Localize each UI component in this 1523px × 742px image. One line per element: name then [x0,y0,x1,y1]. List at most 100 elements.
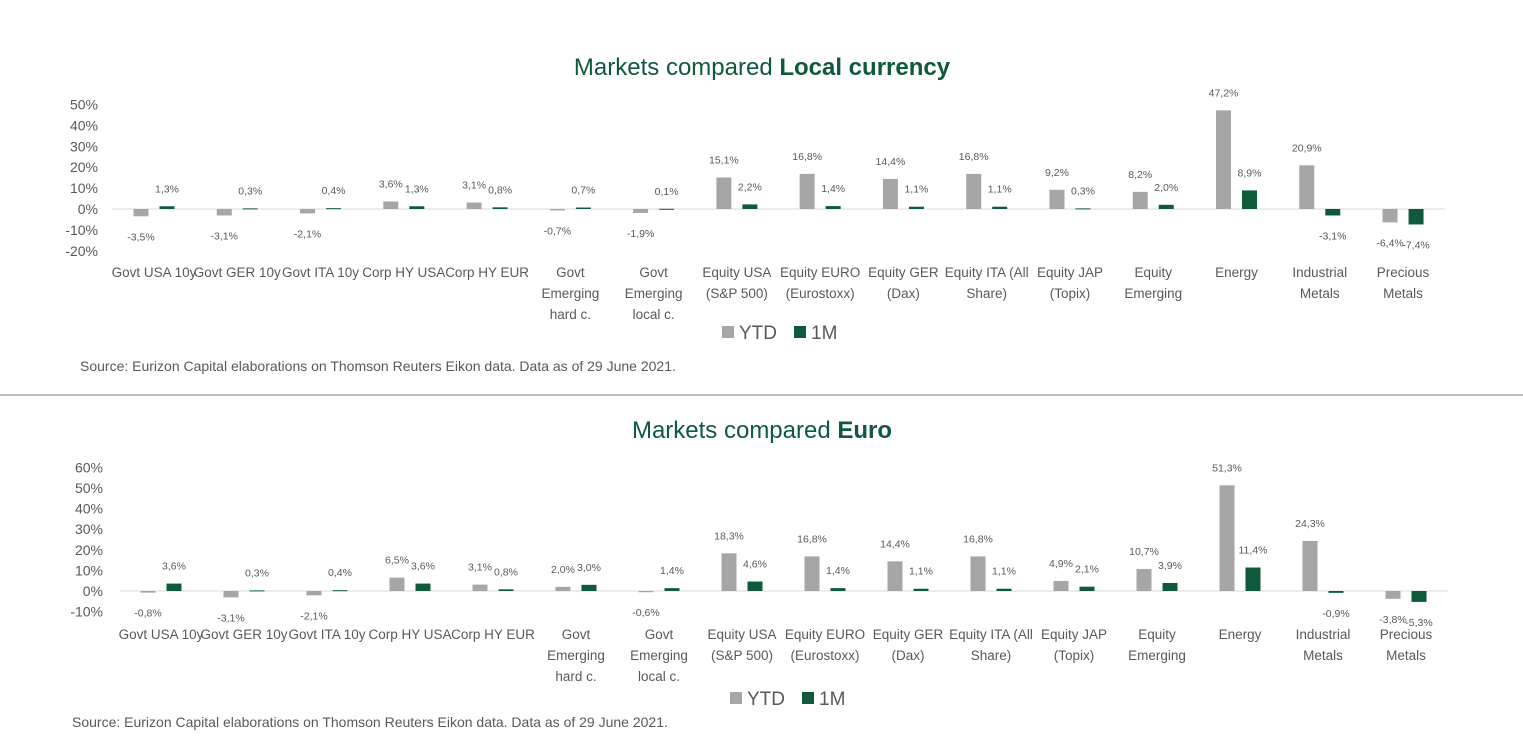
bar-1m [1162,582,1178,591]
bar-ytd [223,591,239,598]
x-category-line: (Eurostoxx) [786,286,855,301]
bar-1m [1411,591,1427,602]
bar-ytd [140,591,156,593]
bar-ytd [887,561,903,591]
bar-1m [1079,586,1095,591]
x-category-line: Govt [556,265,585,280]
x-category-label: Corp HY EUR [451,627,535,642]
legend-label-ytd: YTD [739,323,777,344]
bar-1m [332,590,348,592]
data-label-1m: 0,4% [322,185,346,197]
bar-ytd [1132,191,1148,209]
data-label-ytd: -0,8% [134,608,161,620]
x-category-label: Corp HY USA [362,265,445,280]
x-category-label: Industrial Metals [1292,265,1347,301]
data-label-ytd: 16,8% [959,151,989,163]
data-label-ytd: 9,2% [1045,167,1069,179]
data-label-1m: 3,9% [1158,560,1182,572]
x-category-label: Corp HY USA [368,627,451,642]
bar-1m [575,207,591,209]
bar-1m [242,208,258,210]
data-label-1m: 0,3% [1071,185,1095,197]
data-label-1m: 0,3% [238,185,262,197]
x-category-line: Metals [1300,286,1340,301]
data-label-ytd: 6,5% [385,555,409,567]
bar-ytd [466,202,482,209]
bar-ytd [389,577,405,591]
x-category-label: Precious Metals [1380,627,1433,663]
x-category-line: Emerging [547,648,605,663]
x-category-line: (Eurostoxx) [790,648,859,663]
bar-ytd [555,586,571,591]
bar-ytd [1299,165,1315,209]
bar-ytd [970,556,986,591]
x-category-line: local c. [633,307,675,322]
x-category-line: Govt USA 10y [112,265,197,280]
data-label-1m: 1,1% [992,566,1016,578]
bar-1m [581,584,597,591]
x-category-label: Govt USA 10y [119,627,204,642]
x-category-line: Share) [966,286,1007,301]
x-category-label: Equity GER (Dax) [873,627,944,663]
x-category-label: Equity Emerging [1124,265,1182,301]
x-category-label: Corp HY EUR [445,265,529,280]
bar-1m [1328,591,1344,593]
bar-ytd [300,209,316,214]
x-category-line: Metals [1303,648,1343,663]
data-label-ytd: 14,4% [876,156,906,168]
x-category-label: Equity USA (S&P 500) [702,265,771,301]
data-label-ytd: 47,2% [1209,87,1239,99]
x-category-label: Energy [1219,627,1262,642]
x-category-line: Equity [1134,265,1172,280]
bar-ytd [306,591,322,596]
bar-ytd [799,173,815,209]
bar-ytd [638,591,654,593]
x-category-line: (S&P 500) [711,648,773,663]
x-category-line: Equity EURO [785,627,865,642]
bar-ytd [133,209,149,217]
y-tick-label: 10% [75,562,103,578]
x-category-line: Energy [1215,265,1258,280]
bar-1m [913,588,929,591]
x-category-line: Precious [1380,627,1433,642]
bar-1m [1075,208,1091,210]
data-label-1m: 8,9% [1238,167,1262,179]
bar-1m [825,206,841,209]
data-label-ytd: 20,9% [1292,142,1322,154]
bar-1m [1242,190,1258,209]
bar-1m [498,589,514,591]
y-tick-label: 50% [70,97,98,113]
data-label-ytd: 14,4% [880,538,910,550]
x-category-line: Industrial [1292,265,1347,280]
chart-title: Markets compared Euro [632,417,892,444]
x-category-label: Govt ITA 10y [288,627,365,642]
data-label-1m: -3,1% [1319,230,1346,242]
x-category-line: Corp HY USA [368,627,451,642]
data-label-1m: 3,6% [411,561,435,573]
x-category-line: Precious [1377,265,1430,280]
legend-swatch-1m [794,326,806,338]
x-category-line: Equity GER [868,265,939,280]
y-tick-label: 20% [75,542,103,558]
x-category-label: Govt Emerging hard c. [547,627,605,684]
bar-ytd [882,178,898,209]
bar-ytd [966,173,982,209]
data-label-ytd: -3,1% [217,612,244,624]
data-label-1m: 1,3% [405,183,429,195]
bar-1m [166,583,182,591]
chart-2: Markets compared Euro -10% 0% 10% 20% 30% 40% 5… [70,417,1448,730]
bar-ytd [1302,540,1318,591]
bar-1m [747,581,763,591]
x-category-line: (Dax) [892,648,925,663]
data-label-ytd: -3,5% [127,231,154,243]
data-label-1m: 0,4% [328,567,352,579]
x-category-line: Emerging [541,286,599,301]
x-category-line: Share) [971,648,1012,663]
data-label-ytd: 16,8% [792,151,822,163]
bar-ytd [1049,189,1065,209]
x-category-line: hard c. [555,669,596,684]
x-category-line: hard c. [550,307,591,322]
x-category-line: Emerging [630,648,688,663]
x-category-line: Govt [639,265,668,280]
x-category-line: Metals [1383,286,1423,301]
